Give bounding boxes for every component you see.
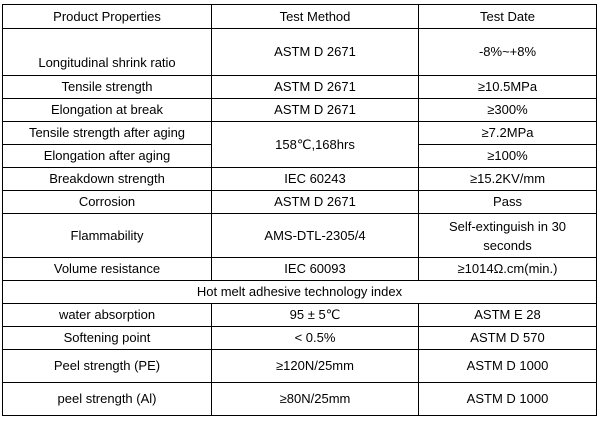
value-cell: Pass: [418, 190, 597, 214]
table-header-row: Product Properties Test Method Test Date: [2, 4, 597, 29]
method-cell: IEC 60243: [211, 167, 419, 191]
method-cell: ASTM D 2671: [211, 28, 419, 76]
value-cell: ≥1014Ω.cm(min.): [418, 257, 597, 281]
table-row: peel strength (Al) ≥80N/25mm ASTM D 1000: [2, 382, 597, 416]
table-row: Corrosion ASTM D 2671 Pass: [2, 190, 597, 214]
table-row: Longitudinal shrink ratio ASTM D 2671 -8…: [2, 28, 597, 76]
aging-method-cell: 158℃,168hrs: [211, 121, 419, 168]
value-cell: -8%~+8%: [418, 28, 597, 76]
property-cell: water absorption: [2, 303, 212, 327]
property-cell: Tensile strength after aging: [2, 121, 212, 145]
section-title-row: Hot melt adhesive technology index: [2, 280, 597, 304]
table-row: Elongation at break ASTM D 2671 ≥300%: [2, 98, 597, 122]
property-cell: Peel strength (PE): [2, 349, 212, 383]
property-cell: Volume resistance: [2, 257, 212, 281]
table-row: Tensile strength after aging 158℃,168hrs…: [2, 121, 597, 168]
value-cell: ≥15.2KV/mm: [418, 167, 597, 191]
value-cell: ≥80N/25mm: [211, 382, 419, 416]
method-cell: ASTM D 2671: [211, 190, 419, 214]
value-cell: ≥10.5MPa: [418, 75, 597, 99]
property-cell: Elongation after aging: [2, 144, 212, 168]
header-product-properties: Product Properties: [2, 4, 212, 29]
property-cell: Elongation at break: [2, 98, 212, 122]
property-cell: Corrosion: [2, 190, 212, 214]
table-row: Tensile strength ASTM D 2671 ≥10.5MPa: [2, 75, 597, 99]
property-cell: Breakdown strength: [2, 167, 212, 191]
table-row: Elongation after aging ≥100%: [2, 144, 597, 168]
value-cell: ≥120N/25mm: [211, 349, 419, 383]
value-cell: 95 ± 5℃: [211, 303, 419, 327]
property-cell: Softening point: [2, 326, 212, 350]
table-row: Volume resistance IEC 60093 ≥1014Ω.cm(mi…: [2, 257, 597, 281]
value-cell: < 0.5%: [211, 326, 419, 350]
value-cell: ≥300%: [418, 98, 597, 122]
method-cell: IEC 60093: [211, 257, 419, 281]
table-row: Breakdown strength IEC 60243 ≥15.2KV/mm: [2, 167, 597, 191]
header-test-date: Test Date: [418, 4, 597, 29]
method-cell: ASTM D 1000: [418, 349, 597, 383]
table-row: water absorption 95 ± 5℃ ASTM E 28: [2, 303, 597, 327]
value-cell: Self-extinguish in 30 seconds: [418, 213, 597, 258]
property-cell: Tensile strength: [2, 75, 212, 99]
properties-table: Product Properties Test Method Test Date…: [2, 4, 597, 416]
method-cell: ASTM D 2671: [211, 98, 419, 122]
method-cell: ASTM E 28: [418, 303, 597, 327]
method-cell: ASTM D 1000: [418, 382, 597, 416]
property-cell: peel strength (Al): [2, 382, 212, 416]
method-cell: ASTM D 2671: [211, 75, 419, 99]
table-row: Softening point < 0.5% ASTM D 570: [2, 326, 597, 350]
property-cell: Longitudinal shrink ratio: [2, 28, 212, 76]
section-title: Hot melt adhesive technology index: [2, 280, 597, 304]
table-row: Flammability AMS-DTL-2305/4 Self-extingu…: [2, 213, 597, 258]
value-cell: ≥100%: [418, 144, 597, 168]
property-cell: Flammability: [2, 213, 212, 258]
table-row: Peel strength (PE) ≥120N/25mm ASTM D 100…: [2, 349, 597, 383]
header-test-method: Test Method: [211, 4, 419, 29]
method-cell: ASTM D 570: [418, 326, 597, 350]
value-cell: ≥7.2MPa: [418, 121, 597, 145]
method-cell: AMS-DTL-2305/4: [211, 213, 419, 258]
